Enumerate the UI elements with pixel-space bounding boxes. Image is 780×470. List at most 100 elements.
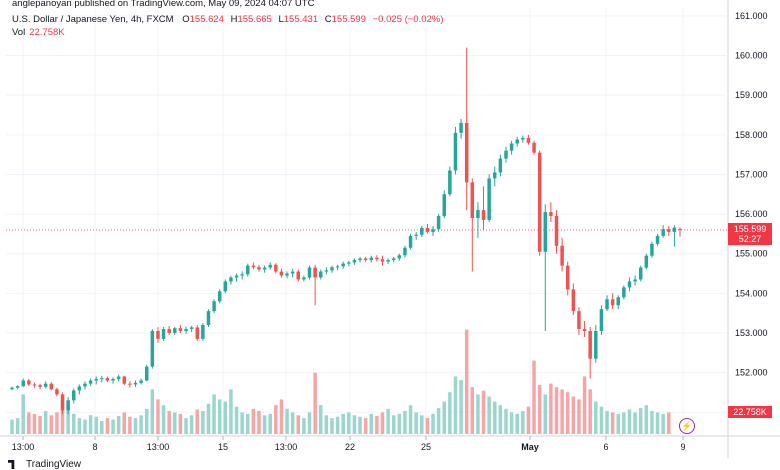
last-price-badge: 155.599 52:27 [728, 222, 772, 245]
volume-bar [246, 413, 250, 434]
volume-bar [577, 399, 581, 434]
volume-bar [201, 410, 205, 434]
candle-body [431, 229, 435, 232]
volume-bar [543, 394, 548, 434]
volume-bar [633, 412, 637, 434]
low-label: L [278, 14, 284, 25]
candle-body [537, 152, 542, 252]
candle-body [302, 277, 306, 280]
volume-bar [470, 387, 475, 434]
volume-bar [161, 405, 166, 434]
volume-legend: Vol 22.758K [12, 27, 65, 38]
x-tick-label: 8 [92, 442, 97, 452]
volume-bar [638, 408, 643, 434]
candle-body [335, 266, 340, 268]
y-tick-label: 158.000 [735, 130, 768, 140]
volume-bar [122, 412, 127, 434]
candle-body [436, 216, 441, 230]
candle-body [403, 247, 407, 256]
volume-bar [206, 403, 211, 434]
volume-bar [173, 412, 177, 434]
volume-bar [55, 412, 59, 434]
volume-bar [459, 380, 463, 434]
volume-bar [622, 412, 626, 434]
candle-body [150, 330, 155, 367]
volume-bar [560, 389, 564, 434]
candle-body [464, 122, 469, 183]
volume-bar [476, 394, 480, 434]
volume-bar [156, 399, 160, 434]
candle-body [77, 386, 82, 391]
candle-body [296, 271, 301, 280]
candle-body [206, 311, 211, 326]
volume-bar [324, 415, 329, 434]
volume-bar [285, 408, 289, 434]
volume-bar [363, 418, 368, 434]
candle-body [594, 330, 598, 359]
candle-body [375, 257, 379, 260]
candle-body [672, 227, 677, 232]
tradingview-brand[interactable]: TradingView [8, 459, 81, 470]
candle-body [391, 258, 396, 261]
candle-body [565, 265, 570, 290]
candle-body [481, 210, 486, 221]
candle-body [161, 329, 166, 339]
volume-bar [83, 419, 87, 434]
volume-bar [229, 389, 233, 434]
volume-bar [504, 408, 508, 434]
candle-body [49, 383, 54, 390]
volume-badge: 22.758K [728, 406, 772, 419]
candle-body [111, 378, 115, 381]
volume-bar [532, 360, 536, 434]
volume-bar [111, 419, 115, 434]
candle-body [229, 277, 233, 282]
x-tick-label: 9 [680, 442, 685, 452]
candle-body [397, 255, 402, 259]
candle-body [318, 271, 323, 278]
candle-body [139, 380, 143, 383]
volume-bar [537, 385, 542, 434]
volume-bar [526, 406, 531, 434]
volume-bar [10, 419, 14, 434]
volume-bar [448, 392, 452, 434]
lightning-icon[interactable]: ⚡ [679, 418, 695, 434]
candle-body [189, 327, 194, 329]
y-tick-label: 161.000 [735, 11, 768, 21]
volume-bar [661, 413, 665, 434]
candle-body [257, 267, 261, 270]
candle-body [94, 378, 98, 381]
volume-bar [408, 405, 413, 434]
volume-bar [195, 409, 199, 434]
volume-bar [105, 418, 110, 434]
volume-bar [21, 394, 25, 434]
candle-body [521, 137, 525, 140]
volume-bar [302, 418, 306, 434]
candle-body [487, 178, 491, 221]
candle-body [380, 259, 385, 262]
candle-body [588, 330, 592, 359]
candle-body [55, 389, 59, 395]
volume-bar [565, 392, 570, 434]
volume-bar [655, 412, 660, 434]
x-tick-label: 13:00 [12, 442, 35, 452]
symbol-label: U.S. Dollar / Japanese Yen, 4h, FXCM [12, 14, 174, 25]
x-tick-label: 22 [345, 442, 355, 452]
volume-bar [509, 412, 514, 434]
volume-bar [549, 383, 553, 434]
volume-bar [279, 399, 284, 434]
volume-value: 22.758K [29, 27, 65, 38]
candle-body [532, 142, 536, 153]
candle-body [420, 227, 424, 235]
volume-bar [380, 412, 385, 434]
candle-body [330, 267, 334, 271]
volume-bar [610, 412, 615, 434]
candle-body [324, 270, 329, 272]
volume-bar [599, 406, 604, 434]
last-price-value: 155.599 [733, 223, 767, 234]
volume-bar [403, 410, 407, 434]
candle-body [678, 228, 682, 230]
candle-body [622, 287, 626, 298]
candle-body [526, 137, 531, 143]
candle-body [347, 262, 351, 264]
